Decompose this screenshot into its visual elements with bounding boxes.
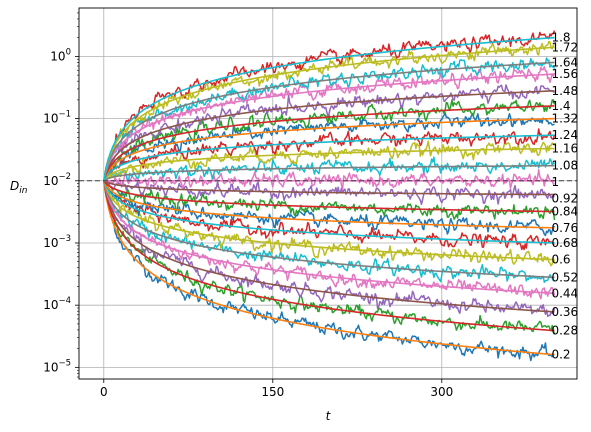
- end-label-0.92: 0.92: [551, 192, 578, 206]
- end-label-0.52: 0.52: [551, 270, 578, 284]
- y-tick-label: 10−5: [43, 358, 71, 374]
- fit-curve-1.24: [103, 134, 555, 182]
- series-line-0.76: [103, 180, 556, 237]
- end-label-1.64: 1.64: [551, 55, 578, 69]
- series-line-0.28: [103, 180, 556, 335]
- end-label-0.36: 0.36: [551, 305, 578, 319]
- series-line-0.36: [103, 180, 556, 318]
- y-tick-label: 10−3: [43, 234, 71, 250]
- plot-frame: [78, 7, 578, 380]
- fit-curve-1.32: [103, 117, 555, 182]
- end-label-0.76: 0.76: [551, 221, 578, 235]
- x-axis-label: t: [326, 409, 332, 423]
- y-tick-label: 10−2: [43, 172, 71, 188]
- series-line-1.32: [103, 112, 555, 182]
- fit-curves-group: [102, 36, 555, 356]
- fit-curve-1.56: [103, 73, 555, 181]
- end-labels: 0.2 0.28 0.36 0.44 0.52 0.6 0.680.76 0.840.92 1 1…: [551, 31, 578, 362]
- series-line-0.44: [103, 180, 556, 300]
- fit-curve-0.92: [103, 180, 555, 196]
- x-tick-label: 0: [100, 385, 108, 399]
- fit-curve-1.08: [103, 164, 555, 182]
- end-label-0.2: 0.2: [551, 348, 570, 362]
- y-tick-label: 10−1: [43, 110, 71, 126]
- fit-curve-1.48: [103, 89, 555, 181]
- series-line-1.08: [103, 156, 556, 182]
- fit-curve-0.44: [103, 180, 555, 295]
- fit-curve-0.76: [103, 180, 555, 229]
- end-label-1.72: 1.72: [551, 40, 578, 54]
- fit-curve-0.2: [102, 180, 555, 356]
- fit-curve-0.84: [103, 180, 555, 213]
- fit-curve-1.64: [103, 61, 555, 181]
- fit-curve-0.52: [103, 180, 555, 279]
- end-label-0.28: 0.28: [551, 324, 578, 338]
- fit-curve-1.8: [103, 36, 555, 181]
- end-label-1.08: 1.08: [551, 159, 578, 173]
- y-axis-label-main: D: [10, 179, 19, 193]
- end-label-1.32: 1.32: [551, 112, 578, 126]
- fit-curve-1.4: [103, 105, 555, 182]
- series-line-1.48: [103, 84, 556, 181]
- y-tick-label: 10−4: [43, 296, 71, 312]
- fit-curve-0.36: [103, 180, 555, 313]
- fit-curve-0.28: [103, 180, 555, 332]
- y-axis-label: Din: [10, 179, 28, 196]
- series-line-1.64: [103, 57, 556, 181]
- end-label-1.56: 1.56: [551, 67, 578, 81]
- end-label-0.44: 0.44: [551, 286, 578, 300]
- fit-curve-1.72: [103, 46, 555, 181]
- series-line-0.6: [103, 180, 556, 267]
- end-label-1.48: 1.48: [551, 84, 578, 98]
- x-tick-label: 300: [430, 385, 453, 399]
- end-label-0.84: 0.84: [551, 205, 578, 219]
- series-line-0.52: [103, 180, 555, 283]
- axis-ticks: 0 150 300 10−5 10−4 10−3 10−2 10−1 100: [43, 12, 453, 399]
- fit-curve-0.68: [103, 180, 555, 244]
- x-tick-label: 150: [261, 385, 284, 399]
- fit-curve-1.16: [103, 147, 555, 182]
- end-label-0.6: 0.6: [551, 253, 570, 267]
- fit-curve-0.6: [103, 180, 555, 261]
- series-line-1.56: [103, 66, 556, 181]
- end-label-0.68: 0.68: [551, 236, 578, 250]
- series-line-0.2: [103, 180, 555, 362]
- end-label-1.4: 1.4: [551, 99, 570, 113]
- end-label-1.16: 1.16: [551, 142, 578, 156]
- series-line-1: [103, 168, 555, 190]
- end-label-1.8: 1.8: [551, 31, 570, 45]
- y-tick-label: 100: [50, 47, 71, 63]
- end-label-1.24: 1.24: [551, 128, 578, 142]
- end-label-1: 1: [551, 175, 559, 189]
- y-axis-label-subscript: in: [19, 186, 28, 196]
